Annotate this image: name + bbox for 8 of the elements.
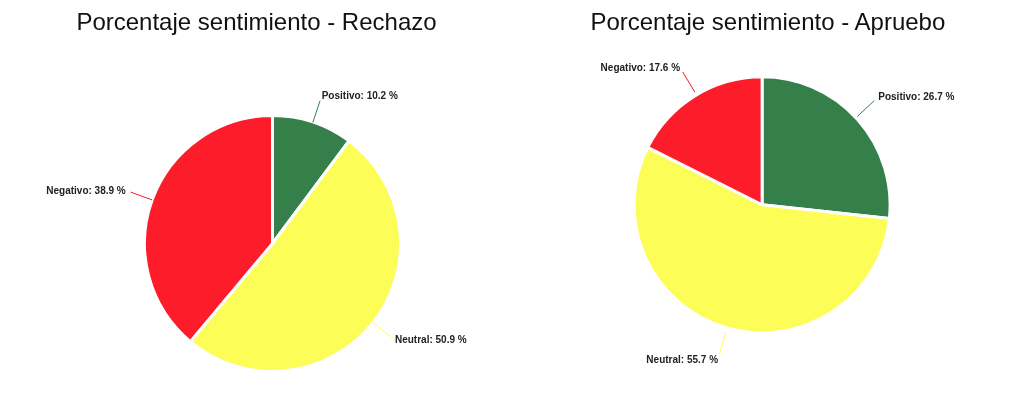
slice-label: Neutral: 55.7 % (646, 354, 719, 366)
slice-label: Positivo: 10.2 % (321, 90, 398, 102)
slice-label: Neutral: 50.9 % (394, 334, 467, 346)
slice-label: Negativo: 17.6 % (600, 62, 681, 73)
chart-title: Porcentaje sentimiento - Rechazo (76, 7, 437, 35)
chart-title: Porcentaje sentimiento - Apruebo (590, 7, 946, 35)
slice-label: Negativo: 38.9 % (46, 184, 126, 196)
slice-label: Positivo: 26.7 % (878, 91, 955, 103)
